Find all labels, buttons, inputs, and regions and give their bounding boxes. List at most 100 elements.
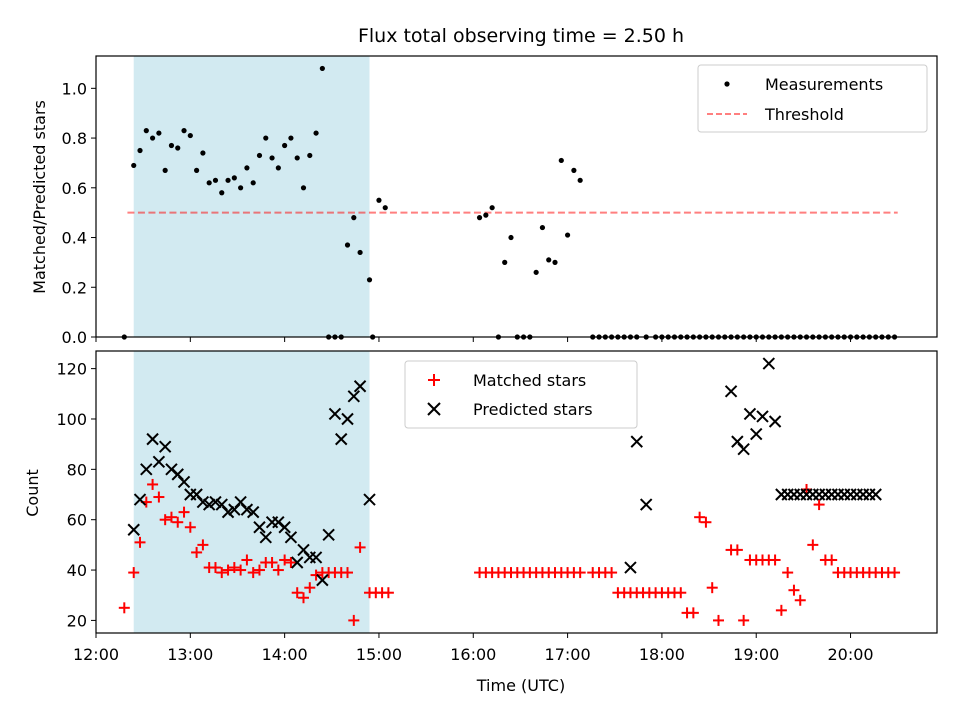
bottom-xtick-label-8: 20:00 [827, 645, 873, 664]
measurement-point [313, 130, 319, 136]
top-y-axis-label: Matched/Predicted stars [30, 100, 49, 294]
legend-marker-matched [428, 374, 440, 386]
top-ytick-label-5: 1.0 [62, 79, 87, 98]
bottom-legend-box [404, 360, 638, 429]
bottom-axes-frame [95, 350, 938, 634]
predicted-point-b [341, 412, 354, 426]
bottom-xtick-label-4: 16:00 [450, 645, 496, 664]
matched-point [272, 564, 284, 576]
matched-point [348, 614, 360, 626]
top-legend-box [697, 64, 928, 133]
measurement-point [250, 180, 256, 186]
measurement-point [294, 155, 300, 161]
predicted-point [750, 427, 763, 441]
x-axis-label: Time (UTC) [476, 676, 565, 695]
measurement-point [156, 130, 162, 136]
measurement-point [483, 212, 489, 218]
predicted-point [328, 407, 342, 421]
matched-point [253, 564, 265, 576]
matched-point [191, 546, 203, 558]
predicted-point [335, 432, 348, 446]
predicted-point-b [743, 407, 757, 421]
predicted-point [291, 556, 304, 569]
predicted-point [639, 498, 653, 511]
top-ytick-label-4: 0.8 [62, 129, 87, 148]
legend-label-threshold: Threshold [764, 105, 844, 124]
chart-title: Flux total observing time = 2.50 h [358, 25, 684, 47]
measurement-point [181, 128, 187, 134]
matched-point [826, 554, 838, 566]
measurement-point [137, 147, 143, 154]
predicted-point-b [284, 531, 298, 544]
predicted-point [743, 407, 757, 421]
matched-point [354, 541, 366, 553]
matched-point [694, 511, 706, 523]
matched-point [159, 514, 171, 526]
measurement-point [244, 165, 250, 171]
predicted-point-b [639, 498, 653, 511]
matched-point [153, 491, 165, 503]
predicted-point-b [724, 385, 738, 398]
bottom-y-ticks: 20 40 60 80 100 120 [56, 360, 96, 630]
matched-point [813, 499, 825, 511]
measurement-point [539, 224, 546, 231]
predicted-point-b [309, 551, 323, 564]
matched-point [574, 567, 586, 579]
predicted-point-b [171, 468, 184, 481]
bottom-ytick-label-4: 100 [56, 410, 87, 429]
measurement-point [351, 215, 357, 221]
measurement-point [194, 167, 200, 173]
measurement-point [162, 167, 168, 173]
predicted-point-b [127, 523, 140, 536]
matched-point [118, 602, 130, 614]
bottom-xtick-label-3: 15:00 [356, 645, 402, 664]
matched-point [775, 604, 787, 616]
predicted-point-b [253, 521, 266, 534]
bottom-legend: Matched stars Predicted stars [404, 360, 638, 429]
bottom-ytick-label-3: 80 [67, 460, 87, 479]
predicted-point-b [177, 475, 191, 489]
predicted-point [624, 561, 637, 574]
predicted-point-b [202, 498, 216, 511]
predicted-point [724, 385, 738, 398]
matched-point [700, 516, 712, 528]
predicted-point [146, 432, 159, 446]
predicted-point [158, 440, 172, 453]
predicted-point-b [762, 357, 776, 370]
predicted-point-b [215, 498, 228, 511]
matched-point [807, 539, 819, 551]
predicted-point-b [869, 488, 882, 501]
measurement-point [577, 177, 583, 183]
predicted-point [768, 415, 782, 428]
matched-point [889, 567, 901, 579]
matched-point [782, 567, 794, 579]
matched-point [235, 564, 247, 576]
predicted-point-b [146, 432, 159, 446]
predicted-point-b [240, 503, 254, 516]
measurement-point [288, 135, 294, 141]
measurement-point [256, 152, 263, 159]
measurement-point [149, 135, 156, 141]
predicted-point [240, 503, 254, 516]
top-ytick-label-2: 0.4 [62, 229, 87, 248]
predicted-point-b [221, 505, 235, 519]
predicted-point-b [152, 455, 166, 468]
predicted-point-b [278, 521, 291, 534]
predicted-point [284, 531, 298, 544]
top-axes-frame [95, 55, 938, 338]
measurement-point [206, 180, 212, 186]
predicted-point [309, 551, 323, 564]
bottom-xtick-label-5: 17:00 [545, 645, 591, 664]
matched-point [216, 567, 228, 579]
predicted-point [737, 442, 750, 456]
predicted-point [177, 475, 191, 489]
predicted-point [196, 495, 210, 509]
predicted-point-b [624, 561, 637, 574]
predicted-point-b [328, 407, 342, 421]
bottom-x-ticks: 12:00 13:00 14:00 15:00 16:00 17:00 18:00 19:00… [73, 633, 874, 664]
predicted-point-b [272, 516, 285, 529]
measurement-point [476, 215, 483, 221]
predicted-point-b [140, 463, 153, 476]
top-shaded-span [133, 56, 370, 337]
bottom-y-axis-label: Count [23, 469, 42, 517]
